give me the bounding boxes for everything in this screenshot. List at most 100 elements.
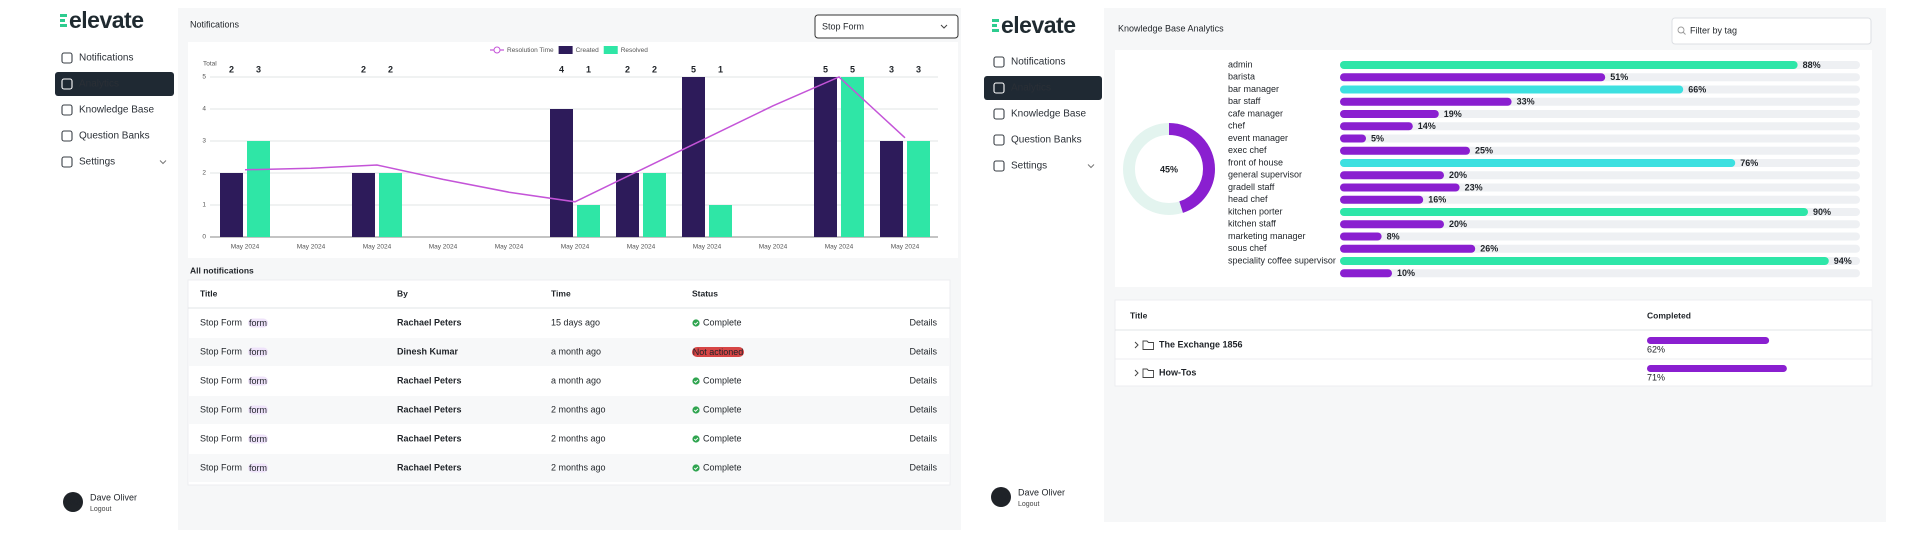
nav-item[interactable]: Question Banks xyxy=(1011,135,1082,146)
row-time: 2 months ago xyxy=(551,404,606,414)
nav-item[interactable]: Knowledge Base xyxy=(1011,109,1086,120)
nav-item[interactable]: Notifications xyxy=(79,53,133,64)
user-name: Dave Oliver xyxy=(1018,487,1065,497)
row-time: a month ago xyxy=(551,375,601,385)
search-placeholder[interactable]: Filter by tag xyxy=(1690,25,1737,35)
nav-icon[interactable] xyxy=(61,52,73,64)
bar-track xyxy=(1340,122,1860,131)
data-label: 3 xyxy=(256,64,261,74)
search-box[interactable] xyxy=(1671,17,1872,45)
tag-label: form xyxy=(249,405,267,415)
bar xyxy=(1340,134,1366,143)
data-label: 14% xyxy=(1418,121,1436,131)
nav-item[interactable]: Knowledge Base xyxy=(79,105,154,116)
nav-item[interactable]: Settings xyxy=(1011,161,1047,172)
nav-icon[interactable] xyxy=(993,56,1005,68)
nav-icon[interactable] xyxy=(993,108,1005,120)
bar xyxy=(814,77,837,237)
x-tick-label: May 2024 xyxy=(231,244,260,251)
page-title: Notifications xyxy=(190,19,240,29)
avatar-initials: DO xyxy=(66,497,80,507)
logout[interactable]: Logout xyxy=(1018,501,1039,508)
y-tick-label: 3 xyxy=(202,138,206,145)
status: Complete xyxy=(703,462,742,472)
details-link[interactable]: Details xyxy=(909,346,937,356)
category-label: marketing manager xyxy=(1228,231,1306,241)
x-tick-label: May 2024 xyxy=(627,244,656,251)
logout[interactable]: Logout xyxy=(90,506,111,513)
tag-label: form xyxy=(249,318,267,328)
expand-chevron[interactable] xyxy=(1134,341,1139,349)
bar-track xyxy=(1340,146,1860,155)
nav-icon[interactable] xyxy=(993,160,1005,172)
details-link[interactable]: Details xyxy=(909,433,937,443)
data-label: 3 xyxy=(916,64,921,74)
nav-icon[interactable] xyxy=(61,156,73,168)
category-label: bar manager xyxy=(1228,84,1279,94)
nav-icon[interactable] xyxy=(993,82,1005,94)
details-link[interactable]: Details xyxy=(909,462,937,472)
nav-item[interactable]: Analytics xyxy=(79,79,119,90)
status-icon xyxy=(692,435,700,443)
column-header: Status xyxy=(692,288,718,298)
status-check xyxy=(693,379,699,383)
category-label: kitchen porter xyxy=(1228,206,1283,216)
row-time: 2 months ago xyxy=(551,462,606,472)
nav-item[interactable]: Analytics xyxy=(1011,83,1051,94)
data-label: 4 xyxy=(559,64,564,74)
row-by: Rachael Peters xyxy=(397,404,462,414)
data-label: 90% xyxy=(1813,207,1831,217)
tag-label: form xyxy=(249,434,267,444)
status: Complete xyxy=(703,375,742,385)
bar xyxy=(841,77,864,237)
data-label: 5 xyxy=(691,64,696,74)
data-label: 51% xyxy=(1610,72,1628,82)
row-stripe xyxy=(189,396,949,424)
category-label: admin xyxy=(1228,59,1253,69)
row-time: a month ago xyxy=(551,346,601,356)
filter-select[interactable] xyxy=(814,14,959,39)
data-label: 66% xyxy=(1688,84,1706,94)
details-link[interactable]: Details xyxy=(909,375,937,385)
legend-swatch xyxy=(603,46,618,54)
category-label: front of house xyxy=(1228,157,1283,167)
expand-chevron[interactable] xyxy=(1134,369,1139,377)
bar xyxy=(1340,195,1424,204)
folder-icon xyxy=(1142,368,1154,378)
filter-value[interactable]: Stop Form xyxy=(822,21,864,31)
nav-active xyxy=(55,72,174,96)
data-label: 20% xyxy=(1449,170,1467,180)
x-tick-label: May 2024 xyxy=(693,244,722,251)
nav-item[interactable]: Notifications xyxy=(1011,57,1065,68)
details-link[interactable]: Details xyxy=(909,317,937,327)
page-title: Knowledge Base Analytics xyxy=(1118,23,1224,33)
section-heading: All notifications xyxy=(190,265,254,275)
chevron xyxy=(940,24,948,29)
row-title: Stop Form xyxy=(200,433,242,443)
logo-mark xyxy=(992,29,999,32)
status-pill xyxy=(692,347,744,357)
nav-icon[interactable] xyxy=(61,104,73,116)
bar-track xyxy=(1340,269,1860,278)
user-name: Dave Oliver xyxy=(90,492,137,502)
nav-item[interactable]: Settings xyxy=(79,157,115,168)
nav-icon[interactable] xyxy=(993,134,1005,146)
status-icon xyxy=(692,406,700,414)
data-label: 2 xyxy=(625,64,630,74)
data-label: 23% xyxy=(1465,182,1483,192)
nav-item[interactable]: Question Banks xyxy=(79,131,150,142)
details-link[interactable]: Details xyxy=(909,404,937,414)
row-title[interactable]: How-Tos xyxy=(1159,367,1196,377)
nav-icon[interactable] xyxy=(61,78,73,90)
data-label: 2 xyxy=(388,64,393,74)
row-title[interactable]: The Exchange 1856 xyxy=(1159,339,1243,349)
bar xyxy=(1340,85,1684,94)
nav-icon[interactable] xyxy=(61,130,73,142)
logo-mark xyxy=(60,19,65,22)
category-label: general supervisor xyxy=(1228,170,1302,180)
bar-track xyxy=(1340,195,1860,204)
table-card xyxy=(187,279,951,486)
data-label: 1 xyxy=(586,64,591,74)
y-tick-label: 1 xyxy=(202,202,206,209)
